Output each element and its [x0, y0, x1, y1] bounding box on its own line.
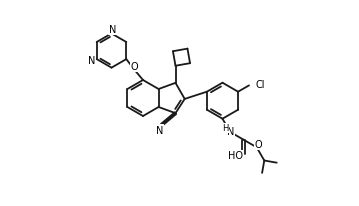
- Text: H: H: [222, 124, 228, 133]
- Text: N: N: [156, 125, 163, 135]
- Text: N: N: [88, 56, 95, 66]
- Text: N: N: [228, 126, 235, 136]
- Text: O: O: [130, 62, 138, 72]
- Text: HO: HO: [228, 150, 243, 160]
- Text: N: N: [109, 25, 116, 35]
- Text: O: O: [255, 140, 262, 150]
- Text: Cl: Cl: [256, 80, 266, 90]
